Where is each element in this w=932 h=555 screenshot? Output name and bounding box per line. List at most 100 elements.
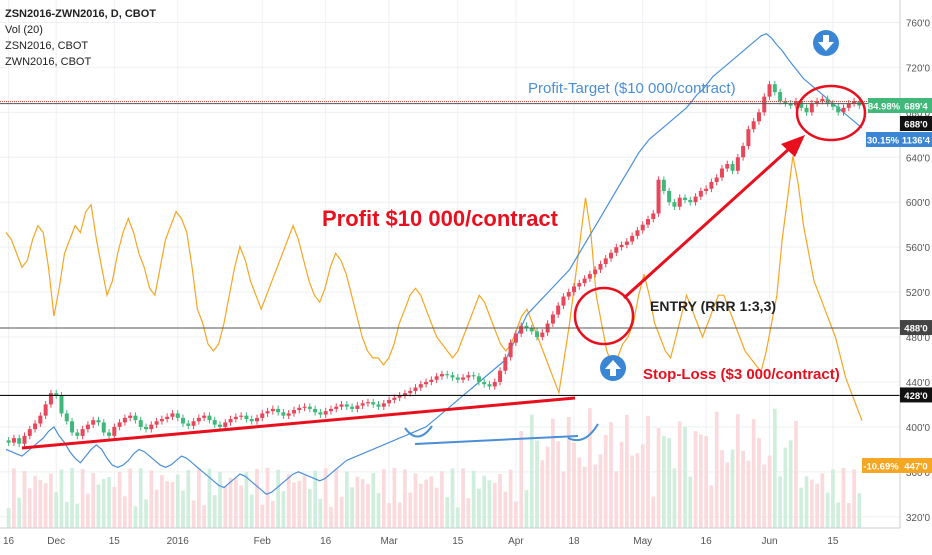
volume-bar bbox=[138, 468, 143, 528]
candle-body bbox=[70, 421, 75, 433]
volume-bar bbox=[582, 466, 587, 528]
price-tick-label: 600'0 bbox=[906, 198, 931, 209]
legend: ZSN2016-ZWN2016, D, CBOT Vol (20) ZSN201… bbox=[5, 6, 156, 70]
volume-bar bbox=[334, 468, 339, 528]
candle-body bbox=[424, 381, 429, 385]
candle-body bbox=[719, 168, 724, 178]
candle-body bbox=[80, 429, 85, 436]
candle-body bbox=[133, 415, 138, 421]
candle-body bbox=[144, 426, 149, 430]
candle-body bbox=[455, 377, 460, 380]
badge-zs-val-bg bbox=[900, 98, 932, 113]
volume-bar bbox=[635, 453, 640, 528]
target-circle bbox=[795, 84, 867, 142]
candle-body bbox=[461, 377, 466, 380]
candle-body bbox=[529, 328, 534, 332]
candle-body bbox=[556, 305, 561, 315]
volume-bar bbox=[815, 483, 819, 528]
badge-zw-pct-bg bbox=[866, 132, 900, 147]
legend-symbol[interactable]: ZSN2016-ZWN2016, D, CBOT bbox=[5, 8, 156, 20]
badge-last-bg bbox=[900, 116, 932, 131]
volume-bar bbox=[408, 492, 413, 528]
candle-body bbox=[466, 375, 471, 378]
badge-zw-val-bg bbox=[900, 132, 932, 147]
volume-bar bbox=[667, 438, 671, 528]
annotation-labels: Profit-Target ($10 000/contract) Profit … bbox=[322, 80, 840, 383]
badge-vol-pct-bg bbox=[862, 458, 900, 473]
volume-bar bbox=[720, 450, 724, 528]
volume-bar bbox=[381, 469, 386, 528]
candle-body bbox=[704, 188, 709, 191]
candle-body bbox=[175, 413, 180, 418]
volume-bar bbox=[239, 485, 243, 528]
candle-body bbox=[640, 224, 645, 231]
candle-body bbox=[291, 410, 296, 414]
candle-body bbox=[735, 157, 740, 171]
volume-bar bbox=[33, 476, 37, 528]
volume-bar bbox=[117, 471, 122, 528]
volume-bar bbox=[366, 484, 370, 528]
candle-body bbox=[667, 190, 672, 203]
volume-bar bbox=[154, 489, 159, 528]
volume-bar bbox=[434, 487, 439, 528]
candle-body bbox=[799, 101, 804, 108]
candle-body bbox=[714, 177, 719, 182]
volume-bar bbox=[693, 431, 698, 528]
candle-body bbox=[841, 107, 846, 113]
volume-bar bbox=[270, 500, 275, 528]
candle-body bbox=[376, 404, 381, 407]
volume-bar bbox=[529, 414, 534, 528]
volume-bar bbox=[672, 468, 677, 528]
badge-entry: 488'0 bbox=[904, 324, 927, 335]
candle-body bbox=[33, 423, 38, 430]
candle-body bbox=[85, 424, 90, 430]
candle-body bbox=[725, 164, 730, 169]
candle-body bbox=[783, 101, 788, 104]
candle-body bbox=[397, 395, 402, 398]
candle-body bbox=[207, 415, 212, 421]
candle-body bbox=[112, 426, 117, 436]
candle-body bbox=[286, 413, 291, 416]
candle-body bbox=[91, 420, 96, 425]
volume-bar bbox=[234, 478, 238, 528]
badge-zw-pct: 30.15% bbox=[867, 136, 900, 147]
volume-bar bbox=[540, 460, 545, 528]
legend-volume[interactable]: Vol (20) bbox=[5, 24, 43, 36]
volume-bar bbox=[572, 442, 576, 528]
volume-bar bbox=[339, 496, 344, 528]
volume-bar bbox=[794, 421, 798, 528]
volume-bar bbox=[403, 469, 407, 528]
candle-body bbox=[540, 332, 545, 338]
candle-body bbox=[223, 422, 228, 427]
volume-bar bbox=[709, 485, 714, 528]
price-badges: 84.98% 689'4 688'0 30.15% 1136'4 488'0 428'0 -1… bbox=[862, 98, 932, 473]
candle-body bbox=[181, 417, 186, 424]
badge-last: 688'0 bbox=[904, 120, 927, 131]
volume-bar bbox=[286, 474, 291, 528]
volume-bar bbox=[429, 476, 434, 528]
candle-body bbox=[350, 406, 355, 409]
candle-body bbox=[117, 422, 122, 427]
volume-bar bbox=[323, 468, 328, 528]
volume-bar bbox=[376, 493, 381, 528]
volume-bar bbox=[561, 471, 566, 528]
candle-body bbox=[566, 292, 571, 297]
volume-bar bbox=[640, 444, 645, 528]
volume-bar bbox=[371, 473, 376, 528]
volume-bar bbox=[450, 468, 455, 528]
volume-bar bbox=[809, 479, 814, 528]
legend-overlay-zw[interactable]: ZWN2016, CBOT bbox=[5, 56, 92, 68]
candle-body bbox=[212, 420, 217, 425]
candle-body bbox=[154, 421, 159, 425]
volume-bar bbox=[43, 483, 48, 528]
trend-line-blue bbox=[414, 435, 579, 445]
candle-body bbox=[239, 415, 244, 417]
candle-body bbox=[487, 384, 492, 387]
time-tick-label: Dec bbox=[47, 536, 65, 547]
price-tick-label: 760'0 bbox=[906, 18, 931, 29]
candle-body bbox=[656, 179, 661, 214]
candle-body bbox=[682, 197, 687, 200]
legend-overlay-zs[interactable]: ZSN2016, CBOT bbox=[5, 40, 89, 52]
